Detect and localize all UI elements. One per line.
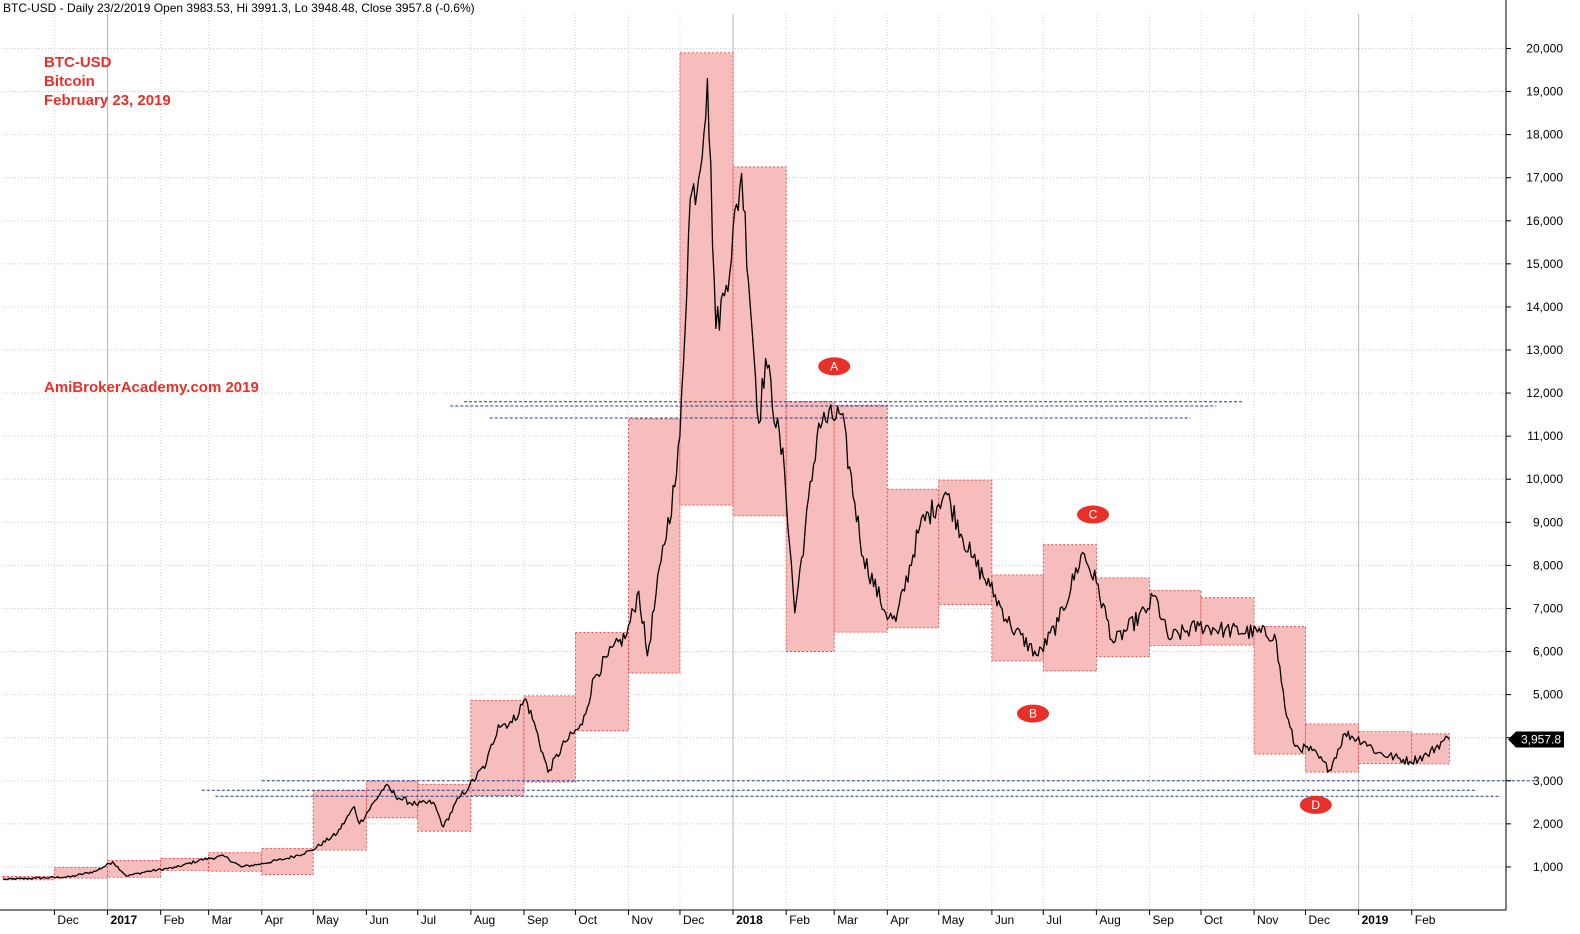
marker-bubble: [1016, 704, 1049, 723]
price-series: [2, 77, 1450, 881]
monthly-box: [54, 866, 108, 879]
monthly-box: [523, 695, 576, 783]
overlay-name: Bitcoin: [44, 73, 95, 90]
monthly-range-boxes: [2, 52, 1450, 881]
last-price-label: 3,957.8: [1521, 733, 1561, 747]
monthly-box: [732, 166, 787, 517]
y-tick-label: 20,000: [1526, 41, 1563, 55]
y-tick-label: 17,000: [1526, 171, 1563, 185]
overlay-date: February 23, 2019: [44, 92, 171, 109]
monthly-box: [679, 52, 734, 506]
y-tick-label: 13,000: [1526, 343, 1563, 357]
y-tick-label: 15,000: [1526, 257, 1563, 271]
x-tick-label: Dec: [1308, 913, 1329, 927]
y-tick-label: 18,000: [1526, 128, 1563, 142]
y-tick-label: 16,000: [1526, 214, 1563, 228]
marker-label: C: [1089, 508, 1098, 522]
overlay-symbol: BTC-USD: [44, 54, 112, 71]
y-tick-label: 9,000: [1533, 515, 1563, 529]
x-tick-label: Jul: [421, 913, 436, 927]
x-tick-label: Jun: [369, 913, 388, 927]
y-tick-label: 19,000: [1526, 85, 1563, 99]
x-tick-label: Sep: [527, 913, 549, 927]
x-tick-label: Dec: [57, 913, 78, 927]
monthly-box: [1253, 626, 1306, 755]
monthly-box: [1096, 577, 1150, 658]
monthly-box: [628, 418, 681, 674]
monthly-box: [107, 860, 162, 878]
x-tick-label: Mar: [212, 913, 233, 927]
y-tick-label: 14,000: [1526, 300, 1563, 314]
x-tick-label: Nov: [632, 913, 653, 927]
y-tick-label: 12,000: [1526, 386, 1563, 400]
x-tick-label: Sep: [1153, 913, 1175, 927]
y-tick-label: 3,000: [1533, 774, 1563, 788]
marker-bubble: [1299, 795, 1332, 814]
x-tick-label: Feb: [789, 913, 810, 927]
x-tick-label: Feb: [1415, 913, 1436, 927]
y-tick-label: 11,000: [1527, 429, 1563, 443]
x-tick-label: Aug: [474, 913, 495, 927]
marker-label: D: [1311, 798, 1320, 812]
wave-markers: A B C D: [818, 357, 1332, 814]
marker-c: C: [1076, 505, 1109, 524]
y-tick-label: 7,000: [1533, 601, 1563, 615]
marker-b: B: [1016, 704, 1049, 723]
y-tick-label: 5,000: [1533, 688, 1563, 702]
x-tick-label: 2017: [111, 913, 138, 927]
monthly-box: [1200, 597, 1255, 646]
x-tick-label: Dec: [683, 913, 704, 927]
x-tick-label: 2018: [736, 913, 763, 927]
x-tick-label: Feb: [164, 913, 185, 927]
price-line: [2, 77, 1450, 881]
x-tick-label: 2019: [1362, 913, 1389, 927]
marker-bubble: [1076, 505, 1109, 524]
x-tick-label: Apr: [265, 913, 284, 927]
x-tick-label: Jul: [1046, 913, 1061, 927]
x-tick-label: Oct: [1204, 913, 1223, 927]
monthly-box: [470, 699, 525, 796]
monthly-box: [365, 780, 419, 819]
chart-header: BTC-USD - Daily 23/2/2019 Open 3983.53, …: [3, 1, 475, 15]
overlay-watermark: AmiBrokerAcademy.com 2019: [44, 379, 259, 396]
monthly-box: [1358, 731, 1413, 764]
y-tick-label: 8,000: [1533, 558, 1563, 572]
monthly-box: [991, 574, 1044, 662]
x-tick-label: Aug: [1099, 913, 1120, 927]
x-tick-label: May: [316, 913, 339, 927]
marker-label: A: [830, 359, 838, 373]
y-tick-label: 6,000: [1533, 645, 1563, 659]
monthly-box: [833, 404, 888, 633]
monthly-box: [1042, 544, 1097, 672]
marker-label: B: [1029, 707, 1037, 721]
monthly-box: [938, 479, 993, 605]
marker-d: D: [1299, 795, 1332, 814]
x-tick-label: Apr: [890, 913, 909, 927]
last-price-tag: 3,957.8: [1508, 731, 1564, 748]
x-tick-label: Jun: [995, 913, 1014, 927]
x-tick-label: Nov: [1257, 913, 1278, 927]
monthly-box: [208, 852, 263, 872]
x-tick-label: May: [942, 913, 965, 927]
x-tick-label: Oct: [578, 913, 597, 927]
y-tick-label: 1,000: [1533, 860, 1563, 874]
marker-bubble: [818, 357, 851, 376]
y-tick-label: 2,000: [1533, 817, 1563, 831]
y-tick-label: 10,000: [1526, 472, 1563, 486]
monthly-box: [785, 401, 835, 652]
marker-a: A: [818, 357, 851, 376]
monthly-box: [1149, 589, 1202, 646]
x-tick-label: Mar: [837, 913, 858, 927]
